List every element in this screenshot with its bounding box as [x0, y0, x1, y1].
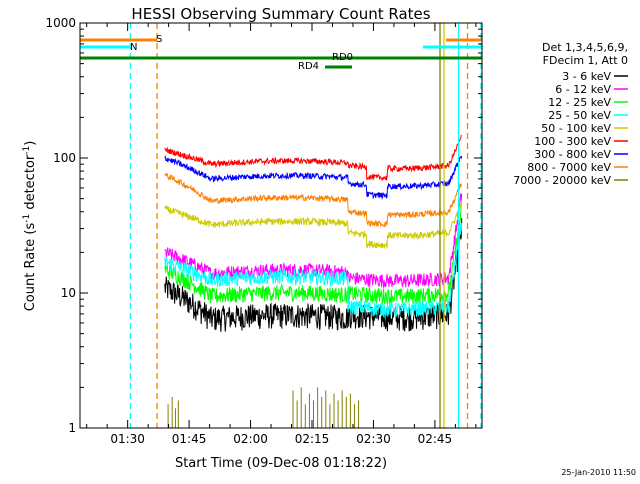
series-line-3	[164, 201, 463, 305]
marker-layer: S N RD0 RD4	[80, 23, 482, 428]
legend: Det 1,3,4,5,6,9,FDecim 1, Att 0 3 - 6 keV…	[513, 41, 628, 187]
legend-entry-label: 300 - 800 keV	[534, 148, 611, 161]
x-tick-label: 02:15	[295, 432, 330, 446]
plot-frame	[79, 22, 483, 429]
x-tick-label: 02:45	[418, 432, 453, 446]
x-tick-label: 01:45	[172, 432, 207, 446]
legend-entry-label: 800 - 7000 keV	[527, 161, 611, 174]
axes-layer: 1 10 100 1000 01:30 01:45 02:00 02:15 02:30 02:45	[45, 16, 482, 446]
x-axis-label: Start Time (09-Dec-08 01:18:22)	[175, 456, 387, 471]
x-tick-label: 02:00	[233, 432, 268, 446]
y-axis-label: Count Rate (s-1 detector-1)	[22, 141, 38, 312]
chart-title: HESSI Observing Summary Count Rates	[131, 5, 430, 23]
series-line-6	[164, 134, 462, 181]
rd4-flag-label: RD4	[298, 61, 319, 72]
legend-entry-label: 100 - 300 keV	[534, 135, 611, 148]
legend-header: FDecim 1, Att 0	[543, 54, 628, 67]
series-line-8	[164, 172, 462, 228]
legend-entry-label: 7000 - 20000 keV	[513, 174, 611, 187]
legend-header: Det 1,3,4,5,6,9,	[542, 41, 628, 54]
night-flag-label: N	[130, 42, 137, 53]
y-tick-label: 100	[53, 151, 76, 165]
saa-flag-label: S	[156, 34, 162, 45]
series-line-4	[164, 222, 463, 319]
y-tick-label: 1000	[45, 16, 76, 30]
rd0-flag-label: RD0	[332, 52, 353, 63]
legend-entry-label: 3 - 6 keV	[562, 70, 611, 83]
y-tick-label: 1	[68, 421, 76, 435]
legend-entry-label: 50 - 100 keV	[541, 122, 611, 135]
legend-entry-label: 6 - 12 keV	[555, 83, 611, 96]
x-tick-label: 02:30	[356, 432, 391, 446]
x-tick-label: 01:30	[110, 432, 145, 446]
series-line-7	[164, 154, 463, 200]
legend-entry-label: 12 - 25 keV	[548, 96, 611, 109]
series-line-1	[164, 218, 463, 332]
y-tick-label: 10	[61, 286, 76, 300]
series-layer	[164, 134, 463, 428]
timestamp-label: 25-Jan-2010 11:50	[561, 468, 636, 477]
series-line-5	[164, 200, 463, 249]
legend-entry-label: 25 - 50 keV	[548, 109, 611, 122]
